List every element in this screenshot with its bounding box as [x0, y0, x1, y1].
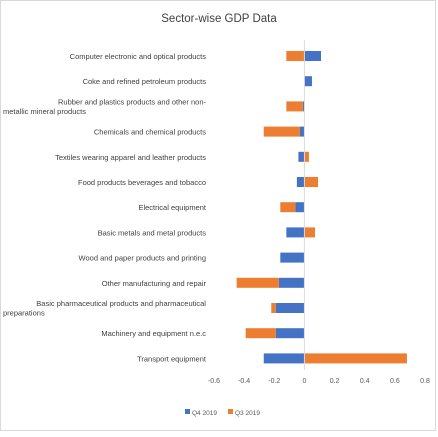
bar-q3-10	[271, 303, 276, 313]
bar-q3-3	[263, 126, 300, 137]
x-tick-label: -0.4	[238, 378, 250, 385]
bar-q4-6	[295, 202, 305, 213]
x-tick-label: -0.2	[268, 378, 280, 385]
category-label: Basic pharmaceutical products and pharma…	[3, 299, 206, 318]
category-label: Chemicals and chemical products	[94, 128, 206, 137]
x-tick-label: 0.8	[420, 378, 430, 385]
bar-q4-4	[298, 151, 305, 162]
category-label: Wood and paper products and printing	[79, 254, 206, 263]
x-tick-label: 0.2	[330, 378, 340, 385]
category-label: Rubber and plastics products and other n…	[3, 97, 207, 116]
legend-label-q3: Q3 2019	[235, 410, 260, 417]
legend-swatch-q3	[228, 409, 233, 414]
category-label: Coke and refined petroleum products	[83, 77, 207, 86]
bar-q4-12	[263, 353, 305, 364]
category-label: Computer electronic and optical products	[70, 52, 207, 61]
bar-q3-9	[236, 277, 279, 288]
bar-q3-4	[304, 151, 309, 162]
bar-q4-8	[280, 252, 305, 263]
bar-q3-12	[304, 353, 407, 364]
bar-q4-2	[302, 101, 305, 112]
category-label: Transport equipment	[137, 354, 207, 363]
category-labels: Computer electronic and optical products…	[3, 52, 207, 363]
category-label: Machinery and equipment n.e.c	[101, 329, 206, 338]
legend-swatch-q4	[185, 409, 190, 414]
bar-q3-7	[304, 227, 315, 238]
category-label: Textiles wearing apparel and leather pro…	[55, 153, 206, 162]
bar-q4-1	[304, 76, 312, 87]
bars-group	[236, 51, 407, 364]
bar-q4-5	[296, 177, 305, 187]
legend: Q4 2019 Q3 2019	[185, 409, 260, 417]
bar-q3-2	[286, 101, 303, 112]
chart-title: Sector-wise GDP Data	[161, 13, 277, 25]
x-tick-label: 0.4	[360, 378, 370, 385]
bar-q3-6	[280, 202, 296, 213]
category-label: Electrical equipment	[138, 203, 206, 212]
bar-q4-11	[275, 328, 305, 339]
x-axis-ticks: -0.6 -0.4 -0.2 0 0.2 0.4 0.6 0.8	[208, 378, 430, 385]
category-label: Food products beverages and tobacco	[78, 178, 206, 187]
x-tick-label: -0.6	[208, 378, 220, 385]
bar-q4-0	[304, 51, 322, 61]
bar-q3-11	[245, 328, 276, 339]
x-tick-label: 0	[302, 378, 306, 385]
bar-q4-9	[278, 277, 305, 288]
bar-q4-7	[286, 227, 305, 238]
legend-label-q4: Q4 2019	[192, 410, 217, 417]
bar-q3-5	[304, 177, 318, 187]
bar-q4-10	[275, 303, 305, 313]
bar-q4-3	[299, 126, 305, 137]
x-tick-label: 0.6	[390, 378, 400, 385]
bar-q3-0	[286, 51, 305, 61]
category-label: Other manufacturing and repair	[102, 279, 207, 288]
category-label: Basic metals and metal products	[98, 228, 207, 237]
